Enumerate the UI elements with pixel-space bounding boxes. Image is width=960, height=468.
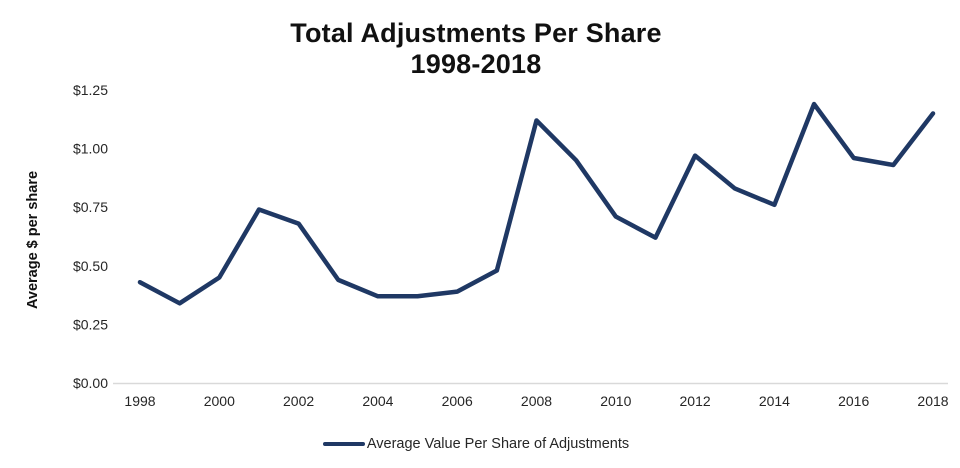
legend: Average Value Per Share of Adjustments [0,436,952,452]
x-tick-label: 2000 [204,393,235,409]
y-tick-label: $0.25 [73,316,108,332]
chart-title-line1: Total Adjustments Per Share [290,18,662,48]
x-tick-label: 2008 [521,393,552,409]
y-tick-label: $0.50 [73,258,108,274]
x-tick-label: 2018 [917,393,948,409]
chart-title-line2: 1998-2018 [410,49,542,79]
y-tick-label: $0.75 [73,199,108,215]
x-tick-label: 2002 [283,393,314,409]
x-tick-label: 2012 [680,393,711,409]
legend-label: Average Value Per Share of Adjustments [366,436,630,452]
chart-title: Total Adjustments Per Share 1998-2018 [0,18,952,80]
y-tick-label: $1.25 [73,82,108,98]
y-tick-label: $1.00 [73,141,108,157]
x-tick-label: 2010 [600,393,631,409]
x-tick-label: 2004 [362,393,393,409]
x-tick-label: 2014 [759,393,790,409]
x-tick-label: 1998 [124,393,155,409]
x-tick-label: 2016 [838,393,869,409]
x-tick-label: 2006 [442,393,473,409]
legend-line-swatch [322,442,365,446]
data-line [137,101,936,306]
y-tick-label: $0.00 [73,375,108,391]
